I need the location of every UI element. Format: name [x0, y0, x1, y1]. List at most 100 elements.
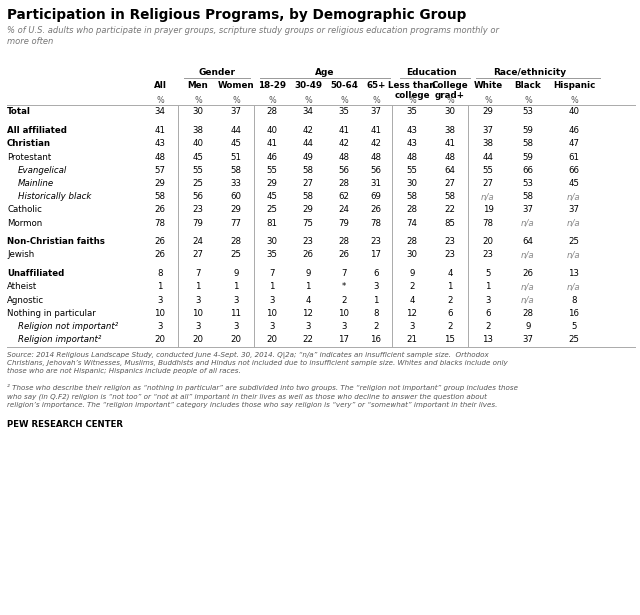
Text: 37: 37 [568, 205, 579, 215]
Text: 3: 3 [195, 322, 201, 331]
Text: 28: 28 [266, 108, 278, 116]
Text: Education: Education [406, 68, 456, 77]
Text: 21: 21 [406, 335, 417, 344]
Text: 29: 29 [483, 108, 493, 116]
Text: 1: 1 [305, 282, 311, 292]
Text: %: % [232, 96, 240, 105]
Text: 43: 43 [154, 140, 166, 148]
Text: 2: 2 [447, 322, 452, 331]
Text: PEW RESEARCH CENTER: PEW RESEARCH CENTER [7, 421, 123, 429]
Text: White: White [474, 81, 502, 90]
Text: 42: 42 [303, 126, 314, 135]
Text: 9: 9 [305, 269, 310, 278]
Text: 8: 8 [157, 269, 163, 278]
Text: 77: 77 [230, 218, 241, 228]
Text: 22: 22 [303, 335, 314, 344]
Text: 3: 3 [157, 296, 163, 304]
Text: 44: 44 [303, 140, 314, 148]
Text: 24: 24 [193, 237, 204, 246]
Text: 58: 58 [154, 192, 166, 201]
Text: 1: 1 [233, 282, 239, 292]
Text: 58: 58 [522, 192, 534, 201]
Text: 48: 48 [154, 153, 166, 162]
Text: 62: 62 [339, 192, 349, 201]
Text: 3: 3 [305, 322, 311, 331]
Text: 42: 42 [339, 140, 349, 148]
Text: 66: 66 [568, 166, 579, 175]
Text: Evangelical: Evangelical [18, 166, 67, 175]
Text: 79: 79 [339, 218, 349, 228]
Text: 51: 51 [230, 153, 241, 162]
Text: 26: 26 [154, 250, 166, 260]
Text: Nothing in particular: Nothing in particular [7, 309, 96, 318]
Text: 48: 48 [445, 153, 456, 162]
Text: 45: 45 [266, 192, 278, 201]
Text: %: % [372, 96, 380, 105]
Text: 3: 3 [373, 282, 379, 292]
Text: 78: 78 [371, 218, 381, 228]
Text: 58: 58 [445, 192, 456, 201]
Text: Women: Women [218, 81, 254, 90]
Text: 20: 20 [193, 335, 204, 344]
Text: 2: 2 [373, 322, 379, 331]
Text: %: % [194, 96, 202, 105]
Text: 69: 69 [371, 192, 381, 201]
Text: 44: 44 [483, 153, 493, 162]
Text: 37: 37 [522, 205, 534, 215]
Text: 37: 37 [522, 335, 534, 344]
Text: 23: 23 [193, 205, 204, 215]
Text: 31: 31 [371, 179, 381, 188]
Text: 17: 17 [371, 250, 381, 260]
Text: 23: 23 [445, 250, 456, 260]
Text: 41: 41 [339, 126, 349, 135]
Text: 23: 23 [445, 237, 456, 246]
Text: 81: 81 [266, 218, 278, 228]
Text: 28: 28 [339, 179, 349, 188]
Text: 5: 5 [572, 322, 577, 331]
Text: 25: 25 [230, 250, 241, 260]
Text: 46: 46 [568, 126, 579, 135]
Text: Protestant: Protestant [7, 153, 51, 162]
Text: n/a: n/a [567, 192, 581, 201]
Text: 56: 56 [371, 166, 381, 175]
Text: 3: 3 [233, 322, 239, 331]
Text: 43: 43 [406, 140, 417, 148]
Text: 5: 5 [485, 269, 491, 278]
Text: 4: 4 [305, 296, 311, 304]
Text: 34: 34 [154, 108, 166, 116]
Text: 64: 64 [522, 237, 534, 246]
Text: 2: 2 [409, 282, 415, 292]
Text: 48: 48 [371, 153, 381, 162]
Text: 13: 13 [568, 269, 579, 278]
Text: 23: 23 [303, 237, 314, 246]
Text: 28: 28 [406, 237, 417, 246]
Text: 40: 40 [568, 108, 579, 116]
Text: Mormon: Mormon [7, 218, 42, 228]
Text: 34: 34 [303, 108, 314, 116]
Text: n/a: n/a [521, 282, 535, 292]
Text: Agnostic: Agnostic [7, 296, 44, 304]
Text: 28: 28 [406, 205, 417, 215]
Text: 1: 1 [157, 282, 163, 292]
Text: 25: 25 [193, 179, 204, 188]
Text: 3: 3 [409, 322, 415, 331]
Text: 26: 26 [522, 269, 534, 278]
Text: Hispanic: Hispanic [553, 81, 595, 90]
Text: 3: 3 [157, 322, 163, 331]
Text: Catholic: Catholic [7, 205, 42, 215]
Text: 20: 20 [154, 335, 166, 344]
Text: 30: 30 [266, 237, 278, 246]
Text: 44: 44 [230, 126, 241, 135]
Text: 9: 9 [410, 269, 415, 278]
Text: Race/ethnicity: Race/ethnicity [493, 68, 566, 77]
Text: Non-Christian faiths: Non-Christian faiths [7, 237, 105, 246]
Text: 28: 28 [230, 237, 241, 246]
Text: 3: 3 [485, 296, 491, 304]
Text: Age: Age [316, 68, 335, 77]
Text: 8: 8 [572, 296, 577, 304]
Text: n/a: n/a [481, 192, 495, 201]
Text: 38: 38 [445, 126, 456, 135]
Text: 55: 55 [266, 166, 278, 175]
Text: 79: 79 [193, 218, 204, 228]
Text: Less than
college: Less than college [388, 81, 436, 100]
